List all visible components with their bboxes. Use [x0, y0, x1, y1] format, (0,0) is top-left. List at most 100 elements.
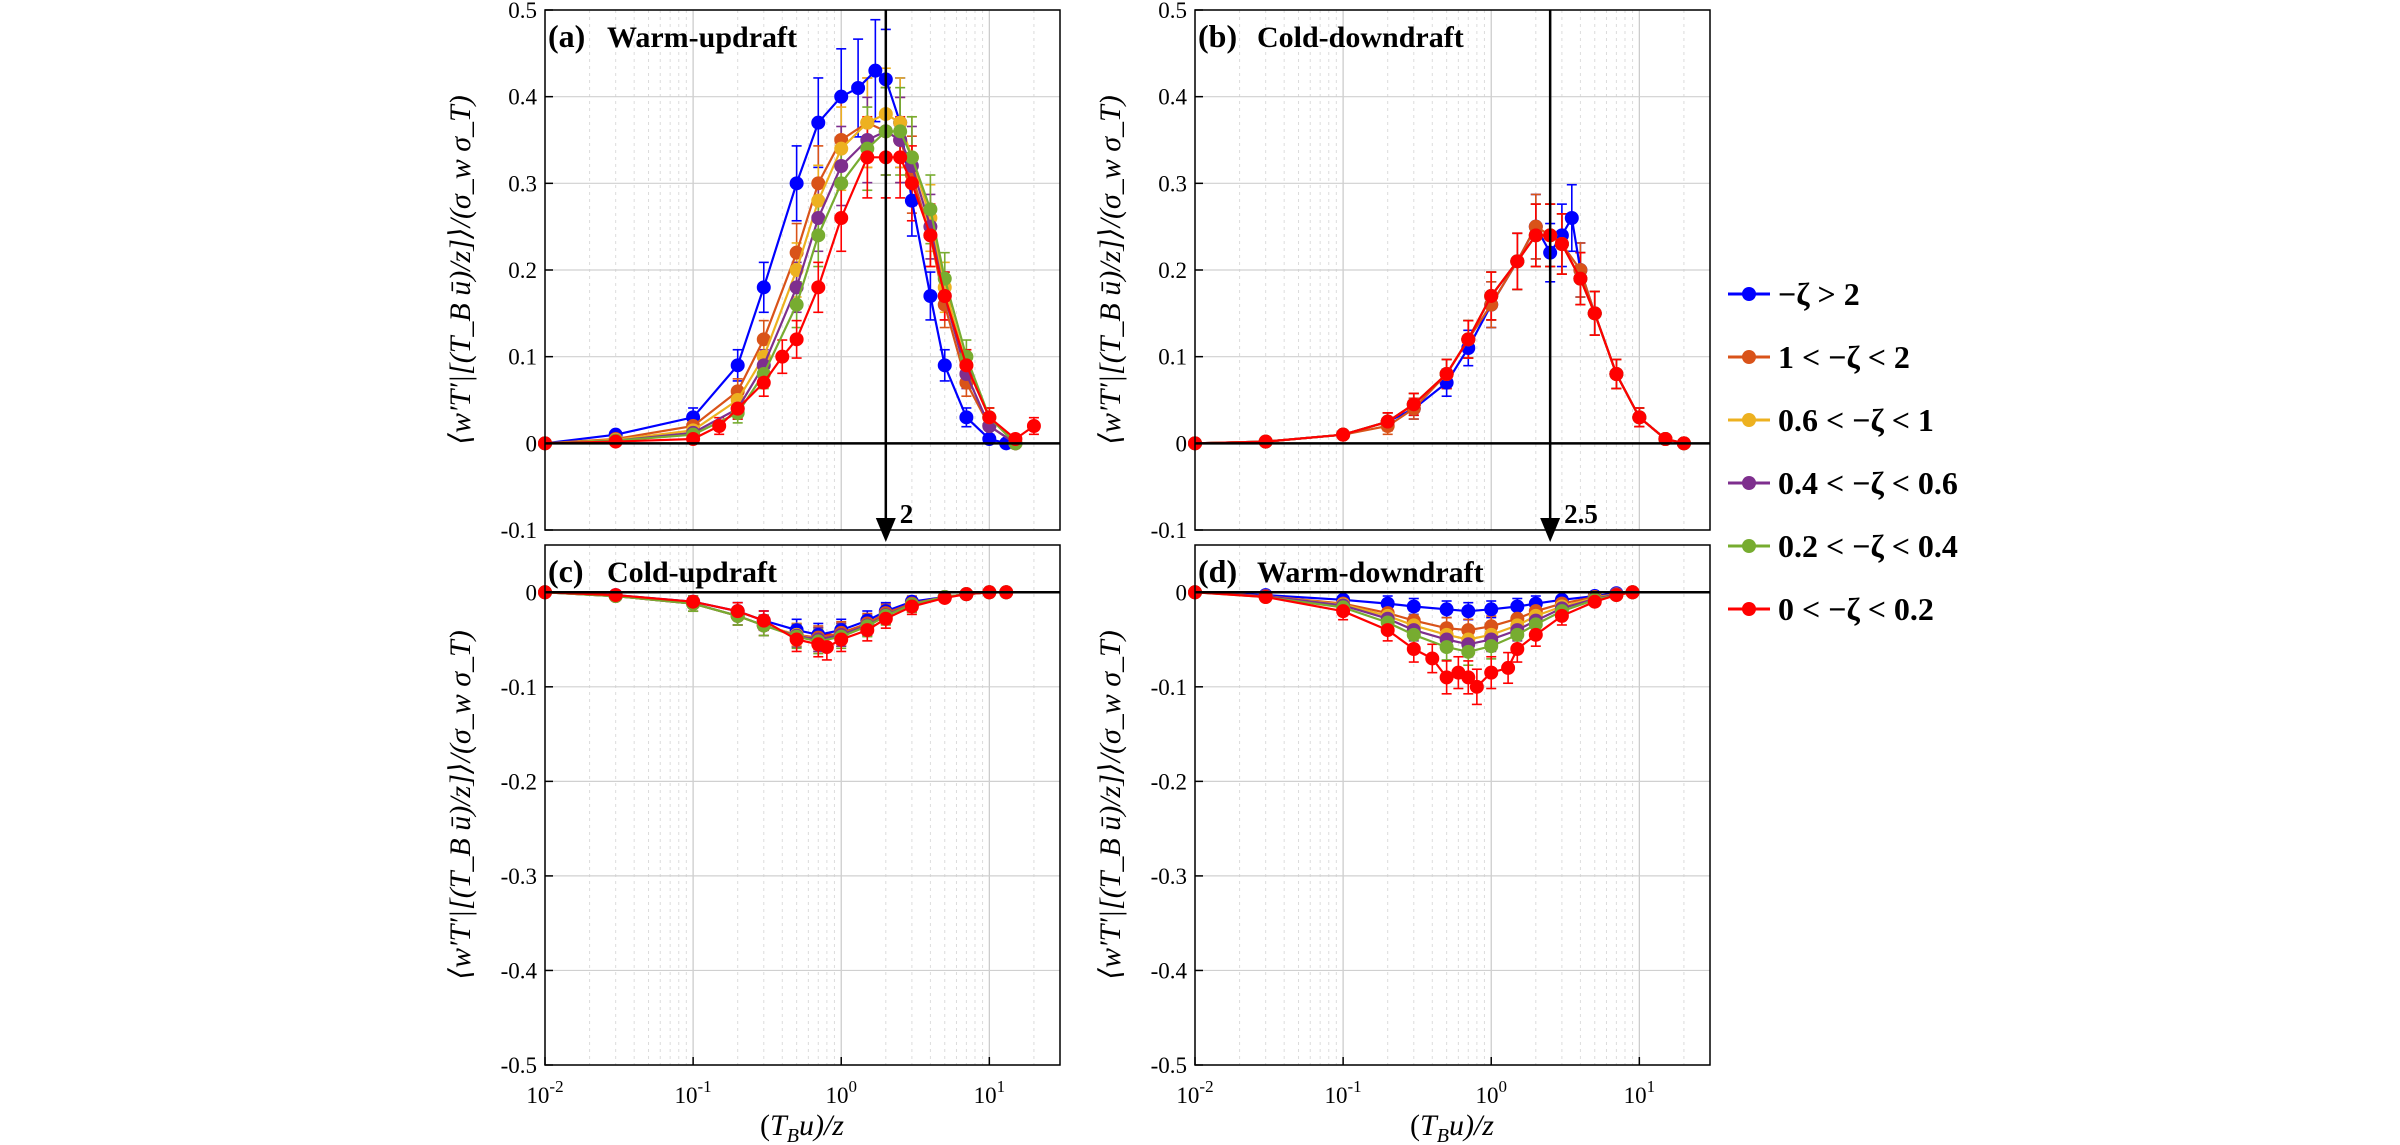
y-tick-label: 0.2 [1158, 258, 1187, 283]
data-point [1510, 599, 1525, 614]
panel-c-x-ticks: 10-2 10-1 100 101 [526, 1057, 1005, 1108]
y-tick-label: 0.3 [1158, 171, 1187, 196]
data-point [756, 280, 771, 295]
x-tick-label: 10-2 [1176, 1077, 1213, 1108]
data-point [834, 632, 849, 647]
data-point [1632, 410, 1647, 425]
panel-d-letter: (d) [1198, 553, 1237, 589]
y-tick-label: 0.1 [508, 345, 537, 370]
data-point [834, 176, 849, 191]
data-point [819, 640, 834, 655]
legend: −ζ > 2 1 < −ζ < 2 0.6 < −ζ < 1 0.4 < −ζ < 0… [1728, 276, 1958, 627]
data-point [712, 419, 727, 433]
data-point [608, 588, 623, 603]
panel-d-x-ticks: 10-2 10-1 100 101 [1176, 1057, 1655, 1108]
data-point [959, 587, 974, 602]
panel-c-y-ticks: -0.5 -0.4 -0.3 -0.2 -0.1 0 [501, 580, 553, 1078]
x-tick-label: 10-1 [1325, 1077, 1362, 1108]
data-point [1461, 604, 1476, 619]
panel-c-series [538, 585, 1014, 655]
panel-d-warm-downdraft: -0.5 -0.4 -0.3 -0.2 -0.1 0 10-2 10-1 100 101 (d)… [1151, 544, 1711, 1108]
data-point [1406, 599, 1421, 614]
legend-swatch-marker [1742, 476, 1756, 490]
panel-c-x-axis-label: (TBu)/z [760, 1109, 844, 1145]
data-point [868, 63, 883, 78]
data-point [893, 150, 908, 165]
data-point [923, 228, 938, 243]
y-tick-label: -0.2 [501, 769, 537, 794]
panel-c-letter: (c) [548, 553, 584, 589]
data-point [959, 410, 974, 425]
data-point [1609, 588, 1624, 603]
panel-d-y-ticks: -0.5 -0.4 -0.3 -0.2 -0.1 0 [1151, 580, 1203, 1078]
legend-label: −ζ > 2 [1778, 276, 1860, 312]
data-point [1510, 627, 1525, 642]
y-tick-label: 0.5 [1158, 0, 1187, 23]
data-point [860, 623, 875, 638]
data-point [608, 434, 623, 449]
data-point [1026, 419, 1041, 433]
data-point [1461, 644, 1476, 659]
panel-a-y-axis-label: ⟨w′T′|[(T_B ū)/z]⟩/(σ_w σ_T) [444, 95, 477, 444]
data-point [789, 632, 804, 647]
x-tick-label: 101 [1624, 1077, 1656, 1108]
legend-label: 0 < −ζ < 0.2 [1778, 591, 1934, 627]
data-point [834, 211, 849, 225]
data-point [1554, 237, 1569, 251]
legend-label: 0.4 < −ζ < 0.6 [1778, 465, 1958, 501]
data-point [860, 150, 875, 165]
panel-d-frame [1194, 544, 1711, 1066]
legend-swatch-marker [1742, 539, 1756, 553]
data-point [1528, 228, 1543, 243]
data-point [1258, 434, 1273, 449]
y-tick-label: 0 [526, 431, 538, 456]
y-tick-label: 0.4 [508, 85, 537, 110]
data-point [1587, 594, 1602, 609]
data-point [937, 289, 952, 303]
data-point [811, 228, 826, 243]
series-line [544, 69, 1007, 445]
y-tick-label: 0.4 [1158, 85, 1187, 110]
panel-a-series [538, 63, 1041, 451]
arrow-head [875, 518, 896, 542]
series-line [544, 591, 1007, 649]
data-point [878, 611, 893, 626]
legend-label: 1 < −ζ < 2 [1778, 339, 1910, 375]
y-tick-label: 0 [1176, 431, 1188, 456]
panel-a-title: Warm-updraft [607, 21, 797, 54]
data-point [1510, 642, 1525, 656]
panel-d-y-axis-label: ⟨w′T′|[(T_B ū)/z]⟩/(σ_w σ_T) [1094, 630, 1127, 979]
data-point [1439, 670, 1454, 685]
y-tick-label: -0.4 [501, 958, 538, 983]
data-point [1484, 289, 1499, 303]
data-point [1501, 660, 1516, 675]
panel-d-x-axis-label: (TBu)/z [1410, 1109, 1494, 1145]
data-point [834, 159, 849, 173]
data-point [1573, 271, 1588, 286]
data-point [811, 280, 826, 295]
data-point [959, 358, 974, 373]
y-tick-label: 0 [1176, 580, 1188, 605]
data-point [1336, 604, 1351, 619]
data-point [1406, 397, 1421, 412]
panel-d-title: Warm-downdraft [1257, 556, 1484, 589]
data-point [789, 332, 804, 347]
data-point [1564, 211, 1579, 225]
y-tick-label: -0.5 [1151, 1053, 1187, 1078]
data-point [1439, 602, 1454, 617]
panel-b-y-axis-label: ⟨w′T′|[(T_B ū)/z]⟩/(σ_w σ_T) [1094, 95, 1127, 444]
data-point [834, 141, 849, 156]
data-point [1554, 608, 1569, 623]
data-point [756, 375, 771, 390]
data-point [1380, 623, 1395, 638]
x-tick-label: 100 [1475, 1077, 1507, 1108]
legend-swatch-marker [1742, 350, 1756, 364]
peak-value-label: 2.5 [1564, 499, 1598, 529]
y-tick-label: -0.1 [1151, 675, 1187, 700]
data-point [1484, 639, 1499, 654]
data-point [860, 115, 875, 130]
data-point [1484, 665, 1499, 680]
data-point [923, 289, 938, 303]
panel-b-cold-downdraft: -0.1 0 0.1 0.2 0.3 0.4 0.5 2.5 (b) Cold-downdr… [1151, 0, 1711, 543]
data-point [937, 358, 952, 373]
